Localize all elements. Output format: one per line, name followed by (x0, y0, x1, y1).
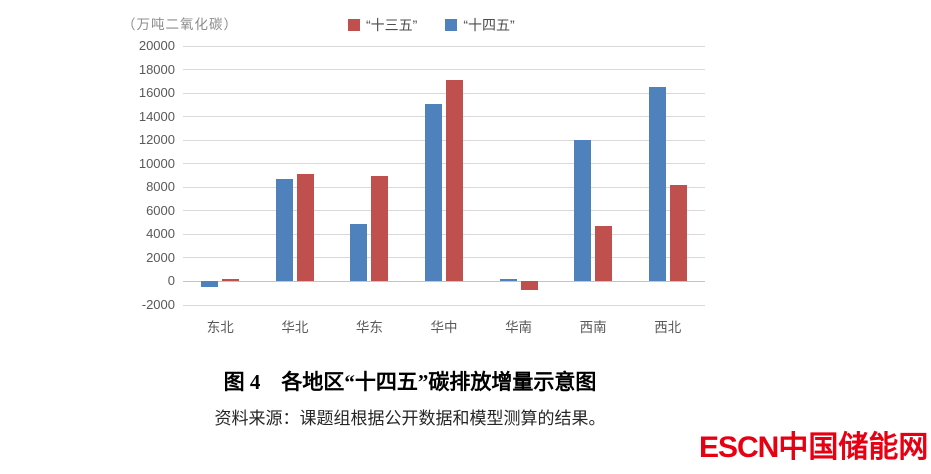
x-axis-label: 华南 (505, 320, 533, 335)
gridline (183, 92, 705, 94)
x-axis-zero-line (183, 280, 705, 282)
bar-东北-十三五 (222, 279, 240, 282)
bar-华东-十四五 (350, 223, 368, 282)
y-axis-tick: 6000 (146, 202, 175, 218)
x-axis-label: 华中 (430, 320, 458, 335)
gridline (183, 45, 705, 47)
chart-legend: “十三五” “十四五” (348, 15, 515, 35)
y-axis-tick: 18000 (138, 61, 175, 77)
legend-swatch-icon (348, 19, 360, 31)
bar-西南-十四五 (574, 140, 592, 282)
figure-caption-title: 图 4 各地区“十四五”碳排放增量示意图 (223, 370, 597, 394)
legend-label: “十三五” (366, 17, 418, 33)
gridline (183, 186, 705, 188)
escn-logo: ESCN中国储能网 (699, 432, 928, 464)
legend-item: “十四五” (445, 15, 515, 35)
gridline (183, 257, 705, 259)
bar-华北-十四五 (275, 179, 293, 282)
y-axis-tick: 0 (167, 273, 175, 289)
x-axis-label: 东北 (206, 320, 234, 335)
bar-华中-十三五 (446, 80, 463, 282)
y-axis-tick: 12000 (138, 132, 175, 148)
legend-item: “十三五” (348, 15, 417, 35)
bar-华南-十四五 (499, 279, 517, 282)
bar-华东-十三五 (371, 175, 389, 282)
bar-西北-十三五 (669, 184, 687, 282)
y-axis-tick: 16000 (138, 85, 175, 101)
legend-label: “十四五” (463, 17, 515, 33)
gridline (183, 69, 705, 71)
gridline (183, 163, 705, 165)
escn-logo-cn: 中国储能网 (778, 431, 929, 464)
x-axis-label: 华北 (281, 320, 309, 335)
bar-华北-十三五 (296, 174, 314, 282)
plot-area: -2000 0 2000 4000 6000 8000 10000 12000 14000 160… (139, 38, 705, 335)
y-axis-tick: 8000 (146, 179, 175, 195)
y-axis-tick: 14000 (138, 108, 175, 124)
bar-西南-十三五 (595, 226, 613, 282)
y-axis-tick: 4000 (146, 226, 175, 242)
y-axis-tick: -2000 (141, 297, 175, 312)
y-axis-tick: 10000 (138, 155, 175, 171)
bar-华中-十四五 (425, 103, 442, 282)
gridline (183, 210, 705, 212)
escn-logo-en: ESCN (699, 431, 779, 464)
chart-units-label: （万吨二氧化碳） (122, 17, 238, 32)
y-axis-tick: 2000 (146, 249, 175, 265)
bar-东北-十四五 (201, 281, 219, 288)
legend-swatch-icon (445, 19, 458, 31)
bar-华南-十三五 (520, 281, 538, 290)
bar-西北-十四五 (648, 87, 666, 282)
x-axis-label: 西南 (579, 320, 607, 335)
figure-caption-source: 资料来源：课题组根据公开数据和模型测算的结果。 (214, 409, 606, 428)
x-axis-label: 西北 (654, 320, 682, 335)
gridline (183, 116, 705, 118)
y-axis-tick: 20000 (138, 38, 175, 53)
gridline (183, 139, 705, 141)
x-axis-label: 华东 (355, 320, 383, 335)
gridline (183, 304, 705, 306)
gridline (183, 233, 705, 235)
